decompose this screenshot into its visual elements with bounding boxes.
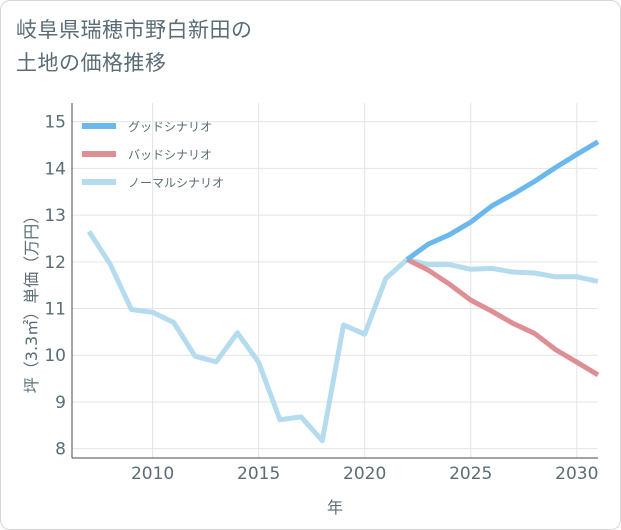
chart-title: 岐阜県瑞穂市野白新田の 土地の価格推移: [16, 14, 253, 80]
y-tick-label: 15: [44, 113, 66, 133]
y-tick-label: 11: [44, 300, 66, 320]
x-tick-label: 2020: [343, 464, 386, 484]
y-tick-label: 8: [55, 440, 66, 460]
y-axis-title: 坪（3.3㎡）単価（万円）: [22, 208, 41, 393]
x-axis-title: 年: [327, 498, 343, 517]
x-tick-label: 2010: [131, 464, 174, 484]
y-tick-label: 10: [44, 346, 66, 366]
plot-area: [72, 103, 598, 458]
legend-normal-label: ノーマルシナリオ: [128, 176, 224, 190]
x-tick-label: 2015: [237, 464, 280, 484]
x-tick-label: 2030: [555, 464, 598, 484]
good-scenario-line: [405, 139, 600, 262]
y-tick-label: 12: [44, 253, 66, 273]
x-tick-label: 2025: [449, 464, 492, 484]
legend-good-label: グッドシナリオ: [128, 120, 212, 134]
chart-title-line1: 岐阜県瑞穂市野白新田の: [16, 18, 253, 42]
y-tick-label: 14: [44, 159, 66, 179]
legend-bad-label: バッドシナリオ: [128, 148, 212, 162]
chart-title-line2: 土地の価格推移: [16, 51, 167, 75]
y-tick-label: 9: [55, 393, 66, 413]
y-tick-label: 13: [44, 206, 66, 226]
bad-scenario-line: [405, 257, 600, 378]
